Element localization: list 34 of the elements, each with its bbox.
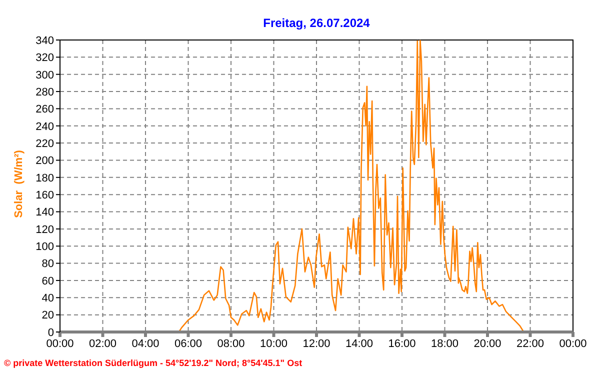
y-tick-label: 140 xyxy=(36,206,54,219)
x-tick-label: 00:00 xyxy=(46,338,74,350)
y-tick-label: 260 xyxy=(36,104,54,116)
x-tick-label: 12:00 xyxy=(302,338,330,350)
x-tick-label: 18:00 xyxy=(430,338,459,350)
y-tick-label: 160 xyxy=(36,189,54,202)
chart-title: Freitag, 26.07.2024 xyxy=(262,16,371,30)
x-tick-label: 14:00 xyxy=(345,338,374,350)
y-tick-label: 40 xyxy=(42,292,54,305)
text: © private Wetterstation Süderlügum - 54°52'19.2" Nord; 8°54'45.1" Ost xyxy=(4,358,302,368)
y-tick-label: 200 xyxy=(36,155,54,168)
x-tick-label: 02:00 xyxy=(88,338,117,350)
x-tick-label: 04:00 xyxy=(132,338,160,350)
y-tick-label: 0 xyxy=(48,326,54,339)
y-tick-label: 180 xyxy=(36,172,54,184)
x-tick-label: 06:00 xyxy=(174,338,202,350)
x-tick-label: 08:00 xyxy=(217,338,245,350)
y-tick-label: 300 xyxy=(36,69,54,82)
x-tick-label: 00:00 xyxy=(559,338,587,350)
y-tick-label: 220 xyxy=(36,138,54,150)
x-tick-label: 16:00 xyxy=(388,338,416,350)
y-tick-label: 280 xyxy=(36,86,54,98)
y-tick-label: 320 xyxy=(36,52,54,64)
y-tick-label: 120 xyxy=(36,224,54,236)
x-tick-label: 20:00 xyxy=(474,338,502,350)
x-tick-label: 22:00 xyxy=(516,338,544,350)
y-tick-label: 20 xyxy=(42,310,54,322)
y-tick-label: 240 xyxy=(36,120,54,133)
x-tick-label: 10:00 xyxy=(260,338,288,350)
y-tick-label: 100 xyxy=(36,241,54,254)
y-tick-label: 80 xyxy=(42,258,54,270)
y-axis-title: Solar (W/m²) xyxy=(13,149,25,220)
y-tick-label: 340 xyxy=(36,34,54,47)
y-tick-label: 60 xyxy=(42,275,54,288)
